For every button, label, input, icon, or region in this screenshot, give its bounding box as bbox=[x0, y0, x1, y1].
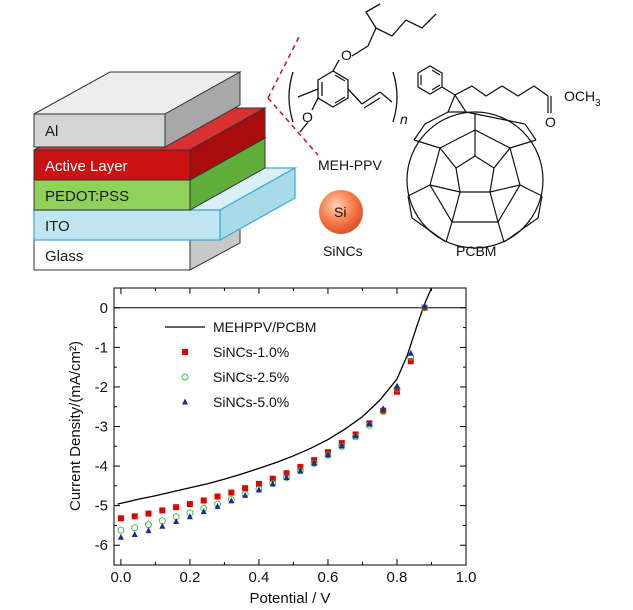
x-axis-title: Potential / V bbox=[250, 590, 331, 607]
y-tick-label: -1 bbox=[95, 339, 108, 356]
legend-label: MEHPPV/PCBM bbox=[213, 319, 316, 335]
data-point bbox=[117, 515, 124, 522]
y-axis-ticks: 0 -1 -2 -3 -4 -5 -6 bbox=[95, 300, 466, 554]
data-point bbox=[214, 493, 221, 500]
layer-label-ito: ITO bbox=[45, 218, 70, 235]
x-tick-label: 0.6 bbox=[318, 569, 339, 586]
sincs-sphere bbox=[319, 190, 363, 234]
series-triangle-markers bbox=[117, 302, 428, 540]
mehppv-oxygen-bottom: O bbox=[302, 109, 313, 125]
series-layer bbox=[117, 288, 433, 540]
series-line-mehppv-pcbm bbox=[117, 288, 433, 505]
data-point bbox=[145, 521, 152, 529]
pedot-layer-front bbox=[33, 179, 191, 211]
x-tick-label: 0.4 bbox=[249, 569, 270, 586]
x-tick-label: 0.2 bbox=[179, 569, 200, 586]
data-point bbox=[159, 507, 166, 514]
legend-label: SiNCs-5.0% bbox=[213, 394, 289, 410]
y-tick-label: -4 bbox=[95, 458, 108, 475]
legend-marker-swatch bbox=[182, 398, 188, 405]
y-tick-label: -2 bbox=[95, 379, 108, 396]
data-point bbox=[297, 467, 304, 474]
legend-marker-swatch bbox=[182, 349, 188, 355]
data-point bbox=[228, 497, 235, 504]
pcbm-ester-subscript: 3 bbox=[595, 98, 601, 109]
al-layer-front bbox=[33, 113, 166, 148]
x-axis-ticks: 0.0 0.2 0.4 0.6 0.8 1.0 bbox=[110, 288, 476, 586]
data-point bbox=[283, 474, 290, 481]
pcbm-structure bbox=[406, 65, 552, 249]
x-tick-label: 1.0 bbox=[456, 569, 477, 586]
callout-lines bbox=[267, 34, 319, 156]
mehppv-oxygen-top: O bbox=[341, 47, 352, 63]
data-point bbox=[407, 358, 414, 365]
sincs-label: SiNCs bbox=[323, 243, 363, 259]
y-tick-label: -5 bbox=[95, 498, 108, 515]
pcbm-ester-group: OCH bbox=[564, 88, 595, 104]
data-point bbox=[283, 470, 290, 477]
y-axis-title: Current Density/(mA/cm²) bbox=[67, 341, 84, 511]
data-point bbox=[131, 531, 138, 538]
data-point bbox=[186, 513, 193, 520]
data-point bbox=[242, 491, 249, 498]
y-tick-label: 0 bbox=[100, 300, 108, 317]
data-point bbox=[117, 526, 125, 534]
data-point bbox=[311, 459, 318, 466]
data-point bbox=[407, 349, 414, 356]
data-point bbox=[324, 451, 331, 458]
data-point bbox=[186, 501, 193, 508]
data-point bbox=[338, 442, 345, 449]
data-point bbox=[131, 524, 139, 532]
data-point bbox=[242, 485, 249, 492]
mehppv-label: MEH-PPV bbox=[318, 157, 382, 173]
data-point bbox=[145, 527, 152, 534]
data-point bbox=[366, 420, 373, 427]
legend-marker-swatch bbox=[181, 373, 189, 381]
data-point bbox=[352, 432, 359, 439]
pcbm-label: PCBM bbox=[456, 243, 496, 259]
y-tick-label: -6 bbox=[95, 537, 108, 554]
data-point bbox=[200, 508, 207, 515]
data-point bbox=[145, 510, 152, 517]
data-point bbox=[173, 517, 180, 524]
data-point bbox=[228, 489, 235, 496]
data-point bbox=[269, 475, 276, 482]
data-point bbox=[393, 382, 400, 389]
data-point bbox=[297, 463, 304, 470]
mehppv-repeat-n: n bbox=[400, 111, 408, 127]
x-tick-label: 0.8 bbox=[387, 569, 408, 586]
layer-label-glass: Glass bbox=[45, 248, 83, 265]
glass-layer-front bbox=[33, 239, 191, 271]
data-point bbox=[200, 497, 207, 504]
data-point bbox=[255, 486, 262, 493]
active-layer-front bbox=[33, 149, 191, 181]
legend: MEHPPV/PCBM SiNCs-1.0% SiNCs-2.5% SiNCs-5.0… bbox=[165, 319, 316, 410]
layer-label-al: Al bbox=[45, 123, 58, 140]
data-point bbox=[159, 522, 166, 529]
data-point bbox=[173, 504, 180, 511]
sincs-si-symbol: Si bbox=[334, 204, 346, 220]
legend-label: SiNCs-1.0% bbox=[213, 344, 289, 360]
data-point bbox=[117, 533, 124, 540]
legend-label: SiNCs-2.5% bbox=[213, 369, 289, 385]
data-point bbox=[255, 480, 262, 487]
x-tick-label: 0.0 bbox=[110, 569, 131, 586]
data-point bbox=[131, 513, 138, 520]
jv-chart: 0.0 0.2 0.4 0.6 0.8 1.0 0 -1 -2 -3 -4 -5 -6 MEHPPV/… bbox=[67, 287, 476, 607]
data-point bbox=[269, 480, 276, 487]
data-point bbox=[214, 502, 221, 509]
y-tick-label: -3 bbox=[95, 419, 108, 436]
mehppv-structure bbox=[288, 3, 437, 133]
layer-label-pedot: PEDOT:PSS bbox=[45, 188, 129, 205]
pcbm-carbonyl-oxygen: O bbox=[545, 114, 556, 130]
series-circle-markers bbox=[117, 304, 429, 534]
data-point bbox=[421, 302, 428, 309]
data-point bbox=[380, 405, 387, 412]
device-stack: Al Active Layer PEDOT:PSS ITO Glass bbox=[33, 71, 298, 271]
layer-label-active: Active Layer bbox=[45, 158, 128, 175]
